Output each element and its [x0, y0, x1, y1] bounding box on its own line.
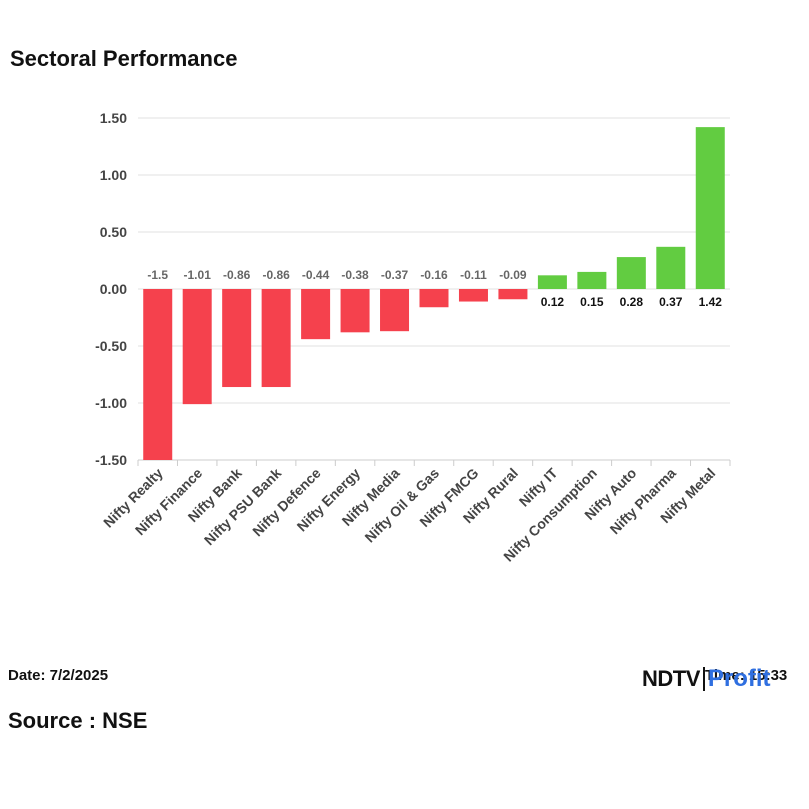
sectoral-bar-chart: 1.50 1.00 0.50 0.00 -0.50 -1.00 -1.50 -1.5 -1.0… [95, 110, 731, 565]
y-tick-label: 0.50 [100, 224, 127, 240]
data-label: -0.86 [262, 268, 290, 282]
logo-divider [702, 667, 705, 691]
data-label: 1.42 [699, 295, 723, 309]
data-labels: -1.5 -1.01 -0.86 -0.86 -0.44 -0.38 -0.37 -0.16-… [147, 268, 722, 309]
chart-title: Sectoral Performance [10, 46, 238, 71]
y-tick-label: 0.00 [100, 281, 127, 297]
x-tick-label: Nifty Defence [249, 465, 324, 540]
bar-nifty-finance [182, 289, 212, 405]
logo-ndtv-text: NDTV [642, 666, 700, 691]
date-label: Date: 7/2/2025 [8, 667, 109, 684]
bars [143, 127, 725, 460]
data-label: -1.01 [184, 268, 212, 282]
data-label: -0.37 [381, 268, 409, 282]
bar-nifty-psu-bank [261, 289, 291, 388]
data-label: 0.28 [620, 295, 644, 309]
y-tick-label: -1.00 [95, 395, 127, 411]
bar-nifty-it [537, 275, 567, 289]
y-axis-tick-labels: 1.50 1.00 0.50 0.00 -0.50 -1.00 -1.50 [95, 110, 127, 468]
bar-nifty-media [380, 289, 410, 332]
data-label: 0.12 [541, 295, 565, 309]
bar-nifty-fmcg [458, 289, 488, 302]
bar-nifty-consumption [577, 271, 607, 289]
ndtv-profit-logo: NDTV Profit [642, 664, 771, 694]
data-label: -1.5 [147, 268, 168, 282]
data-label: -0.11 [460, 268, 487, 282]
data-label: -0.38 [341, 268, 369, 282]
y-tick-label: 1.00 [100, 167, 127, 183]
bar-nifty-realty [143, 289, 173, 460]
data-label: -0.44 [302, 268, 330, 282]
bar-nifty-metal [695, 127, 725, 290]
bar-nifty-auto [616, 257, 646, 289]
y-tick-label: 1.50 [100, 110, 127, 126]
bar-nifty-oil-gas [419, 289, 449, 308]
y-tick-label: -1.50 [95, 452, 127, 468]
bar-nifty-bank [222, 289, 252, 388]
logo-profit-text: Profit [707, 665, 771, 692]
bar-nifty-rural [498, 289, 528, 300]
data-label: -0.09 [499, 268, 527, 282]
data-label: 0.37 [659, 295, 683, 309]
source-label: Source : NSE [8, 708, 148, 733]
time-label: Time: 15:33 [705, 667, 788, 684]
data-label: -0.16 [420, 268, 448, 282]
bar-nifty-energy [340, 289, 370, 333]
y-tick-label: -0.50 [95, 338, 127, 354]
bar-nifty-defence [301, 289, 331, 340]
bar-nifty-pharma [656, 246, 686, 289]
data-label: 0.15 [580, 295, 604, 309]
data-label: -0.86 [223, 268, 251, 282]
